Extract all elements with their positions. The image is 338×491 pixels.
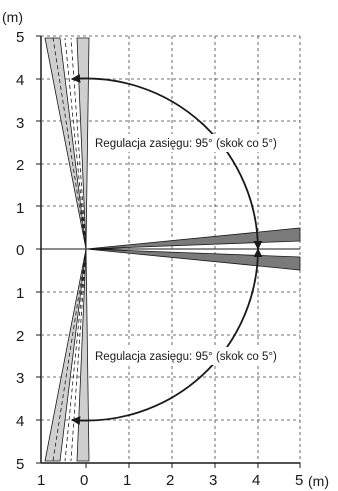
x-tick-label: 1: [37, 472, 45, 489]
y-tick-label: 4: [16, 72, 24, 89]
arc-upper: [71, 73, 263, 250]
y-tick-label: 5: [16, 456, 24, 473]
y-axis-unit-label: (m): [2, 9, 23, 25]
range-adjust-arcs: [71, 73, 263, 426]
tick-marks: [36, 35, 301, 468]
y-tick-label: 3: [16, 370, 24, 387]
x-axis-ticks: 1 0 1 2 3 4 5: [37, 472, 303, 489]
annotation-bottom: Regulacja zasięgu: 95° (skok co 5°): [95, 351, 277, 363]
x-tick-label: 2: [166, 472, 174, 489]
x-tick-label: 1: [123, 472, 131, 489]
beam-right-lower: [85, 248, 301, 271]
annotation-top-bg: [94, 134, 296, 152]
annotation-bottom-bg: [94, 347, 296, 365]
y-tick-label: 4: [16, 413, 24, 430]
x-tick-label: 0: [80, 472, 88, 489]
y-tick-label: 1: [16, 200, 24, 217]
y-axis-ticks: 5 4 3 2 1 0 1 2 3 4 5: [16, 29, 24, 473]
y-tick-label: 2: [16, 157, 24, 174]
y-tick-label: 3: [16, 115, 24, 132]
annotation-top: Regulacja zasięgu: 95° (skok co 5°): [95, 138, 277, 150]
y-tick-label: 2: [16, 328, 24, 345]
x-tick-label: 4: [252, 472, 260, 489]
x-tick-label: 3: [209, 472, 217, 489]
x-axis-unit-label: (m): [308, 473, 329, 489]
y-tick-label: 1: [16, 285, 24, 302]
beam-right-upper: [85, 227, 301, 250]
arc-lower: [71, 248, 263, 426]
y-tick-label: 0: [16, 242, 24, 259]
x-tick-label: 5: [295, 472, 303, 489]
y-tick-label: 5: [16, 29, 24, 46]
